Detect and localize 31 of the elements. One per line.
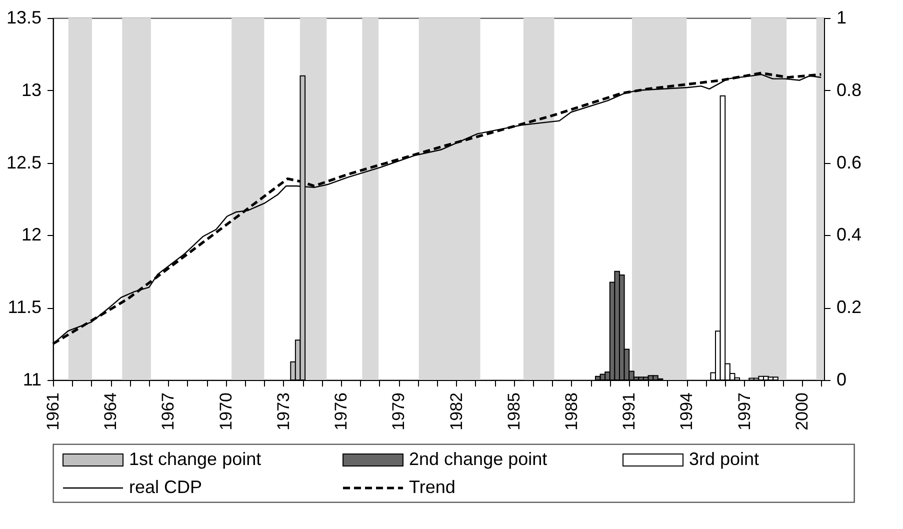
x-tick-label: 1973 — [274, 392, 293, 430]
x-tick-label: 1991 — [620, 392, 639, 430]
y2-tick-label: 0.6 — [836, 152, 862, 172]
legend-label: 3rd point — [689, 449, 760, 469]
x-tick-label: 1994 — [677, 392, 696, 430]
x-tick-label: 1997 — [734, 392, 754, 430]
x-tick-label: 1979 — [389, 392, 408, 430]
y-tick-label: 12.5 — [6, 152, 42, 172]
legend-label: Trend — [409, 477, 456, 497]
y-tick-label: 13 — [21, 80, 42, 100]
y-tick-label: 11 — [22, 370, 42, 390]
x-tick-label: 1985 — [504, 392, 524, 430]
x-tick-label: 1982 — [446, 392, 466, 430]
y2-tick-label: 0 — [836, 370, 847, 390]
y2-tick-label: 1 — [836, 8, 847, 28]
x-tick-label: 1970 — [216, 392, 236, 430]
x-tick-label: 1976 — [332, 392, 351, 430]
y2-tick-label: 0.4 — [836, 224, 862, 245]
y-tick-label: 13.5 — [6, 8, 42, 28]
y-tick-label: 11.5 — [8, 297, 42, 318]
legend-label: 1st change point — [129, 449, 262, 469]
legend-label: real CDP — [129, 477, 202, 497]
x-tick-label: 2000 — [792, 392, 812, 430]
x-tick-label: 1964 — [101, 392, 120, 430]
x-tick-label: 1988 — [562, 392, 581, 430]
x-tick-label: 1967 — [158, 392, 178, 430]
x-tick-label: 1961 — [44, 392, 62, 430]
y2-tick-label: 0.8 — [836, 80, 862, 100]
y-tick-label: 12 — [21, 224, 42, 245]
y2-tick-label: 0.2 — [836, 297, 862, 318]
legend-label: 2nd change point — [409, 449, 548, 469]
